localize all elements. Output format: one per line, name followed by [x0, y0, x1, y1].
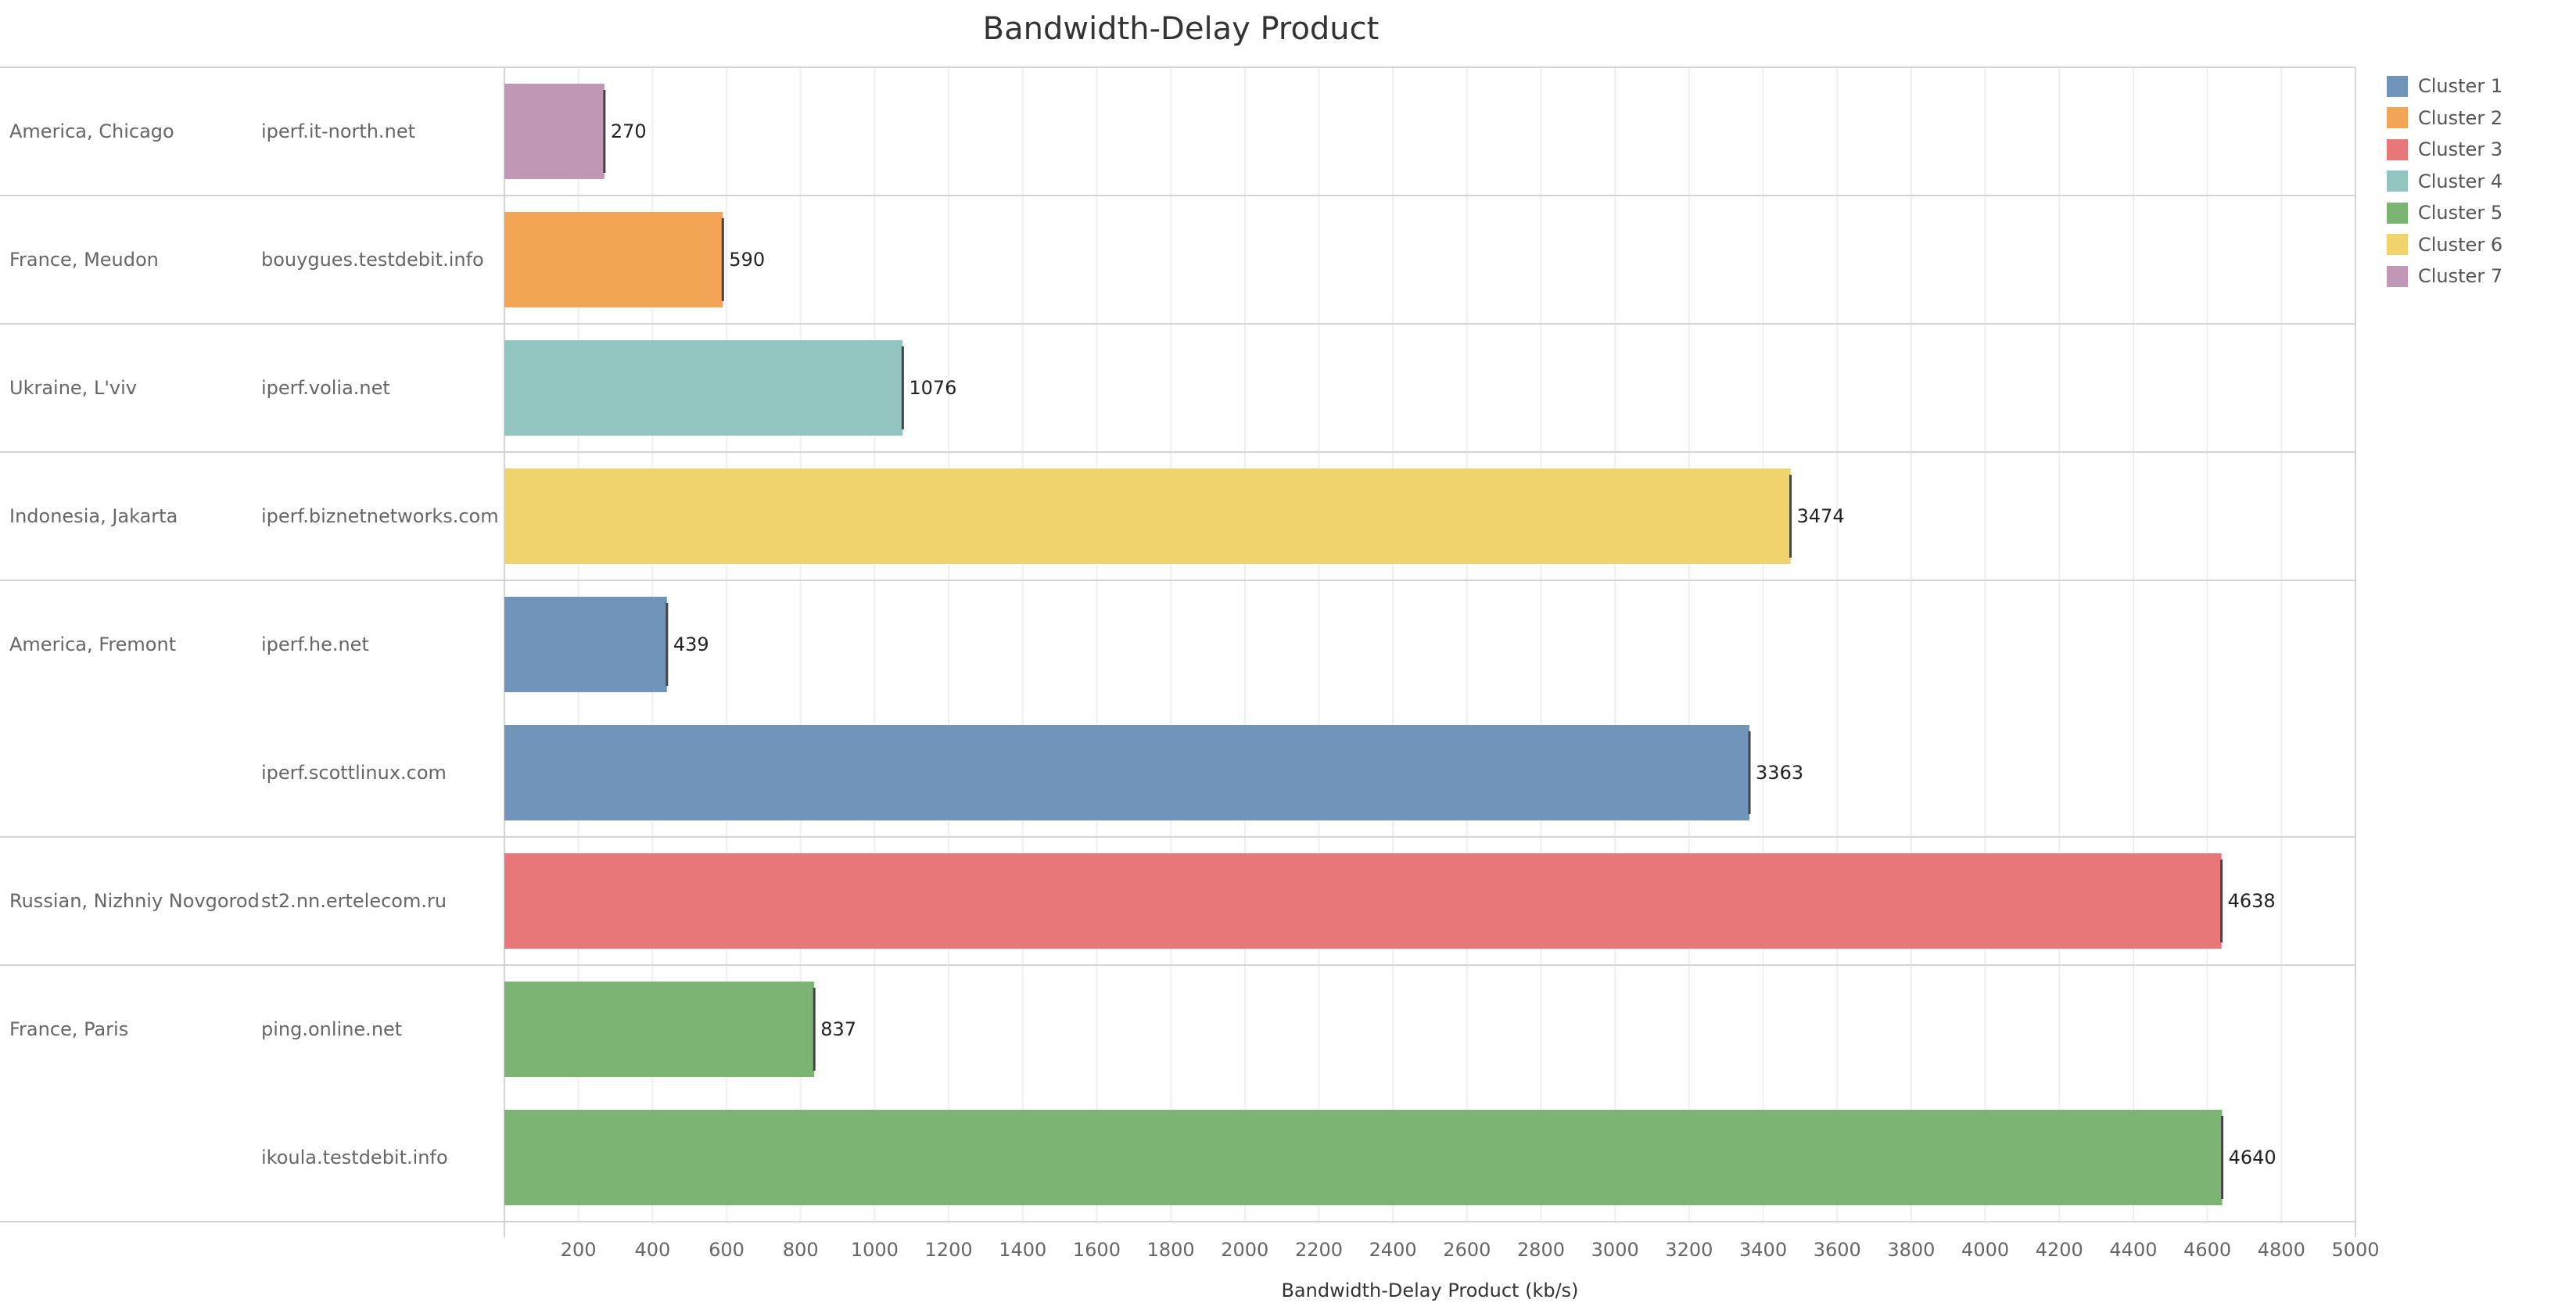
x-tick-label: 4600	[2183, 1239, 2231, 1261]
location-label: Indonesia, Jakarta	[9, 505, 178, 527]
data-label: 837	[820, 1018, 856, 1040]
bar	[504, 853, 2222, 949]
legend-item[interactable]: Cluster 5	[2387, 197, 2502, 229]
x-tick-label: 600	[709, 1239, 744, 1261]
data-label: 3474	[1797, 505, 1845, 527]
legend-item[interactable]: Cluster 2	[2387, 102, 2502, 135]
legend-label: Cluster 6	[2418, 233, 2503, 256]
legend-swatch	[2387, 234, 2408, 256]
x-tick-label: 3200	[1665, 1239, 1713, 1261]
chart-title: Bandwidth-Delay Product	[982, 11, 1379, 47]
x-tick-label: 5000	[2331, 1239, 2379, 1261]
legend-label: Cluster 5	[2418, 202, 2503, 224]
x-axis-ticks: 200 400 600 800 1000 1200 1400 1600 1800 2000 2200…	[561, 1239, 2380, 1261]
legend-item[interactable]: Cluster 4	[2387, 166, 2502, 198]
x-tick-label: 3600	[1814, 1239, 1861, 1261]
legend-label: Cluster 2	[2418, 106, 2503, 129]
bar	[504, 212, 723, 307]
legend-swatch	[2387, 75, 2408, 97]
bars: 270 590 1076 3474 439 3363 4638 837 4640	[504, 84, 2276, 1205]
location-label: France, Meudon	[9, 249, 159, 271]
host-label: ping.online.net	[261, 1018, 402, 1040]
legend-swatch	[2387, 138, 2408, 160]
x-tick-label: 1200	[925, 1239, 973, 1261]
x-tick-label: 4400	[2109, 1239, 2157, 1261]
x-tick-label: 1400	[999, 1239, 1046, 1261]
bar	[504, 468, 1791, 564]
location-label: France, Paris	[9, 1018, 128, 1040]
bar	[504, 597, 667, 692]
x-tick-label: 2800	[1517, 1239, 1565, 1261]
row-separators	[0, 66, 2356, 1237]
legend-item[interactable]: Cluster 6	[2387, 229, 2502, 261]
legend-item[interactable]: Cluster 1	[2387, 70, 2502, 102]
legend-swatch	[2387, 265, 2408, 287]
data-label: 439	[673, 634, 709, 655]
location-label: America, Fremont	[9, 634, 176, 655]
bar	[504, 982, 815, 1077]
x-tick-label: 2000	[1221, 1239, 1268, 1261]
legend-swatch	[2387, 171, 2408, 192]
bar	[504, 84, 605, 179]
grid-lines	[577, 67, 2356, 1222]
x-tick-label: 4800	[2258, 1239, 2305, 1261]
legend-swatch	[2387, 107, 2408, 129]
data-label: 1076	[909, 377, 956, 399]
bar	[504, 340, 903, 436]
x-tick-label: 1800	[1147, 1239, 1195, 1261]
x-tick-label: 200	[561, 1239, 597, 1261]
x-tick-label: 400	[634, 1239, 670, 1261]
row-labels: America, Chicago iperf.it-north.net France…	[9, 120, 499, 1168]
location-label: Ukraine, L'viv	[9, 377, 137, 399]
legend-item[interactable]: Cluster 3	[2387, 134, 2502, 166]
x-tick-label: 2600	[1443, 1239, 1491, 1261]
data-label: 4638	[2228, 890, 2276, 912]
x-tick-label: 2400	[1369, 1239, 1417, 1261]
x-tick-label: 1600	[1073, 1239, 1121, 1261]
location-label: America, Chicago	[9, 120, 174, 142]
data-label: 270	[611, 120, 647, 142]
host-label: iperf.he.net	[261, 634, 369, 655]
x-tick-label: 3000	[1591, 1239, 1639, 1261]
host-label: iperf.volia.net	[261, 377, 390, 399]
x-tick-label: 4200	[2036, 1239, 2083, 1261]
location-label: Russian, Nizhniy Novgorod	[9, 890, 260, 912]
legend: Cluster 1 Cluster 2 Cluster 3 Cluster 4 Clus…	[2387, 70, 2502, 293]
bar	[504, 725, 1750, 820]
x-tick-label: 800	[783, 1239, 819, 1261]
x-tick-label: 3400	[1739, 1239, 1787, 1261]
x-tick-label: 1000	[851, 1239, 899, 1261]
legend-label: Cluster 3	[2418, 138, 2503, 161]
data-label: 3363	[1756, 762, 1803, 784]
x-tick-label: 2200	[1295, 1239, 1343, 1261]
legend-label: Cluster 7	[2418, 265, 2503, 288]
data-label: 4640	[2229, 1147, 2276, 1168]
host-label: iperf.scottlinux.com	[261, 762, 447, 784]
x-tick-label: 4000	[1961, 1239, 2009, 1261]
host-label: ikoula.testdebit.info	[261, 1147, 448, 1168]
bar	[504, 1110, 2223, 1205]
x-axis-title: Bandwidth-Delay Product (kb/s)	[1281, 1280, 1578, 1301]
x-tick-label: 3800	[1887, 1239, 1935, 1261]
data-label: 590	[729, 249, 765, 271]
host-label: st2.nn.ertelecom.ru	[261, 890, 447, 912]
host-label: iperf.biznetnetworks.com	[261, 505, 499, 527]
legend-label: Cluster 1	[2418, 75, 2503, 98]
host-label: iperf.it-north.net	[261, 120, 415, 142]
legend-swatch	[2387, 202, 2408, 224]
host-label: bouygues.testdebit.info	[261, 249, 484, 271]
legend-item[interactable]: Cluster 7	[2387, 260, 2502, 293]
legend-label: Cluster 4	[2418, 170, 2503, 192]
